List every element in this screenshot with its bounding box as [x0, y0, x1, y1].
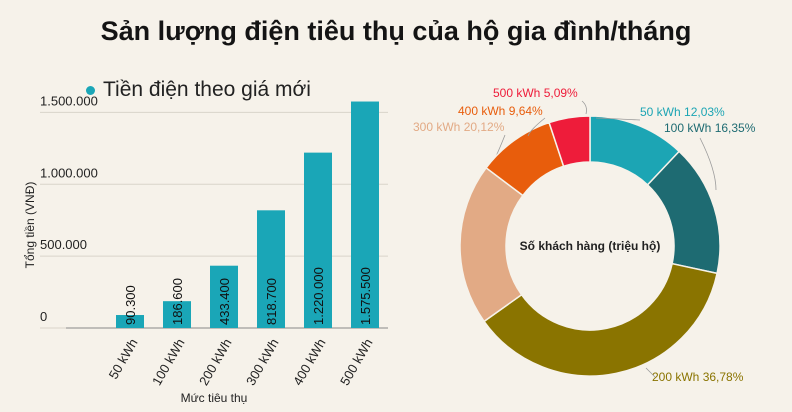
bar-legend: Tiền điện theo giá mới [86, 78, 311, 102]
donut-slice [459, 166, 524, 323]
x-axis-title: Mức tiêu thụ [181, 391, 248, 405]
bar-value-label: 90.300 [123, 285, 138, 325]
y-tick-label: 500.000 [40, 237, 87, 252]
bar [163, 301, 191, 328]
slice-connector [645, 367, 656, 378]
legend-label: Tiền điện theo giá mới [103, 78, 311, 101]
bar-value-label: 186.600 [170, 278, 185, 325]
slice-connector [595, 117, 641, 121]
slice-label: 300 kWh 20,12% [413, 120, 505, 134]
slice-label: 100 kWh 16,35% [664, 121, 756, 135]
chart-title: Sản lượng điện tiêu thụ của hộ gia đình/… [100, 16, 692, 46]
donut-slice [483, 262, 718, 377]
bar [351, 101, 379, 328]
bar-value-label: 1.575.500 [358, 267, 373, 325]
y-tick-label: 1.500.000 [40, 93, 98, 108]
bar [210, 265, 238, 328]
y-axis-title: Tổng tiền (VNĐ) [23, 182, 37, 269]
bar-value-label: 433.400 [217, 278, 232, 325]
bar [257, 210, 285, 328]
slice-connector [527, 117, 546, 137]
donut-center-label: Số khách hàng (triệu hộ) [520, 239, 661, 253]
donut-slice [548, 115, 591, 168]
y-tick-label: 1.000.000 [40, 165, 98, 180]
slice-label: 50 kWh 12,03% [640, 105, 725, 119]
slice-connector [699, 137, 717, 191]
slice-label: 200 kWh 36,78% [652, 370, 744, 384]
bar [304, 152, 332, 328]
y-tick-label: 0 [40, 309, 47, 324]
bar [116, 315, 144, 328]
legend-dot-icon [86, 85, 95, 95]
bar-value-label: 818.700 [264, 278, 279, 325]
slice-label: 500 kWh 5,09% [493, 86, 578, 100]
bar-value-label: 1.220.000 [311, 267, 326, 325]
slice-connector [581, 100, 587, 115]
bar-chart: 0 500.000 1.000.000 1.500.000 Tổng tiền (VNĐ… [23, 93, 388, 405]
slice-label: 400 kWh 9,64% [458, 104, 543, 118]
